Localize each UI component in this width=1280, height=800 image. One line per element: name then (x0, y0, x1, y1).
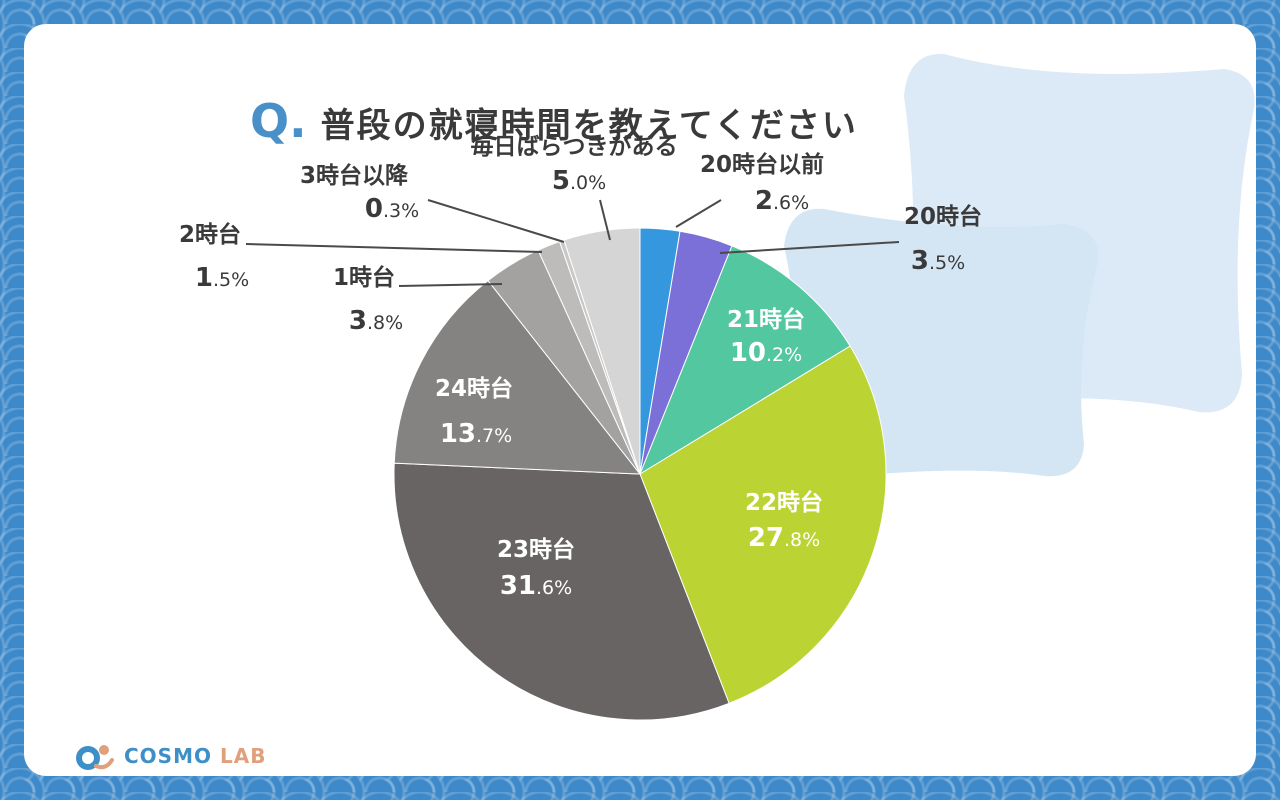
cosmo-lab-logo-icon (76, 745, 114, 770)
slice-value-label: 31.6% (500, 571, 572, 601)
leader-line (675, 199, 722, 228)
slice-value-label: 1.5% (195, 263, 249, 293)
pillow-decoration (784, 53, 1255, 479)
slice-label: 毎日ばらつきがある (471, 133, 678, 160)
brand-logo: COSMO LAB (74, 740, 266, 772)
leader-line (719, 241, 900, 254)
pie-chart: 20時台以前 2.6% 20時台 3.5% 21時台 10.2% 22時台 27.8% 23時台… (179, 53, 1255, 721)
slice-value-label: 5.0% (552, 166, 606, 196)
slice-value-label: 10.2% (730, 338, 802, 368)
logo-text: COSMO LAB (124, 744, 266, 768)
pie-slices (393, 227, 887, 721)
slice-label: 3時台以降 (300, 162, 409, 189)
slice-label: 20時台 (904, 203, 982, 230)
question-text: 普段の就寝時間を教えてください (320, 106, 858, 146)
leader-line (245, 243, 543, 253)
pie-labels: 20時台以前 2.6% 20時台 3.5% 21時台 10.2% 22時台 27.8% 23時台… (179, 133, 982, 601)
slice-value-label: 3.5% (911, 246, 965, 276)
leader-line (398, 283, 503, 287)
slice-label: 22時台 (745, 489, 823, 516)
slice-label: 20時台以前 (700, 151, 824, 178)
chart-title: Q. 普段の就寝時間を教えてください (250, 94, 858, 154)
slice-label: 24時台 (435, 375, 513, 402)
slice-value-label: 2.6% (755, 186, 809, 216)
pie-slice (393, 462, 730, 721)
pie-slice (563, 227, 641, 475)
pie-slice (393, 279, 642, 475)
slice-value-label: 13.7% (440, 419, 512, 449)
slice-value-label: 3.8% (349, 306, 403, 336)
slice-value-label: 0.3% (365, 194, 419, 224)
question-mark: Q. (250, 94, 307, 148)
chart-card: 20時台以前 2.6% 20時台 3.5% 21時台 10.2% 22時台 27.8% 23時台… (24, 24, 1256, 776)
leader-lines (245, 199, 900, 287)
logo-text-lab: LAB (219, 744, 267, 768)
pie-slice (638, 245, 851, 476)
slice-label: 1時台 (333, 264, 395, 291)
leader-line (599, 199, 611, 241)
slice-label: 2時台 (179, 221, 241, 248)
slice-value-label: 27.8% (748, 523, 820, 553)
slice-label: 21時台 (727, 306, 805, 333)
logo-text-cosmo: COSMO (124, 744, 212, 768)
pie-slice (639, 345, 887, 704)
leader-line (427, 199, 565, 243)
slice-label: 23時台 (497, 536, 575, 563)
